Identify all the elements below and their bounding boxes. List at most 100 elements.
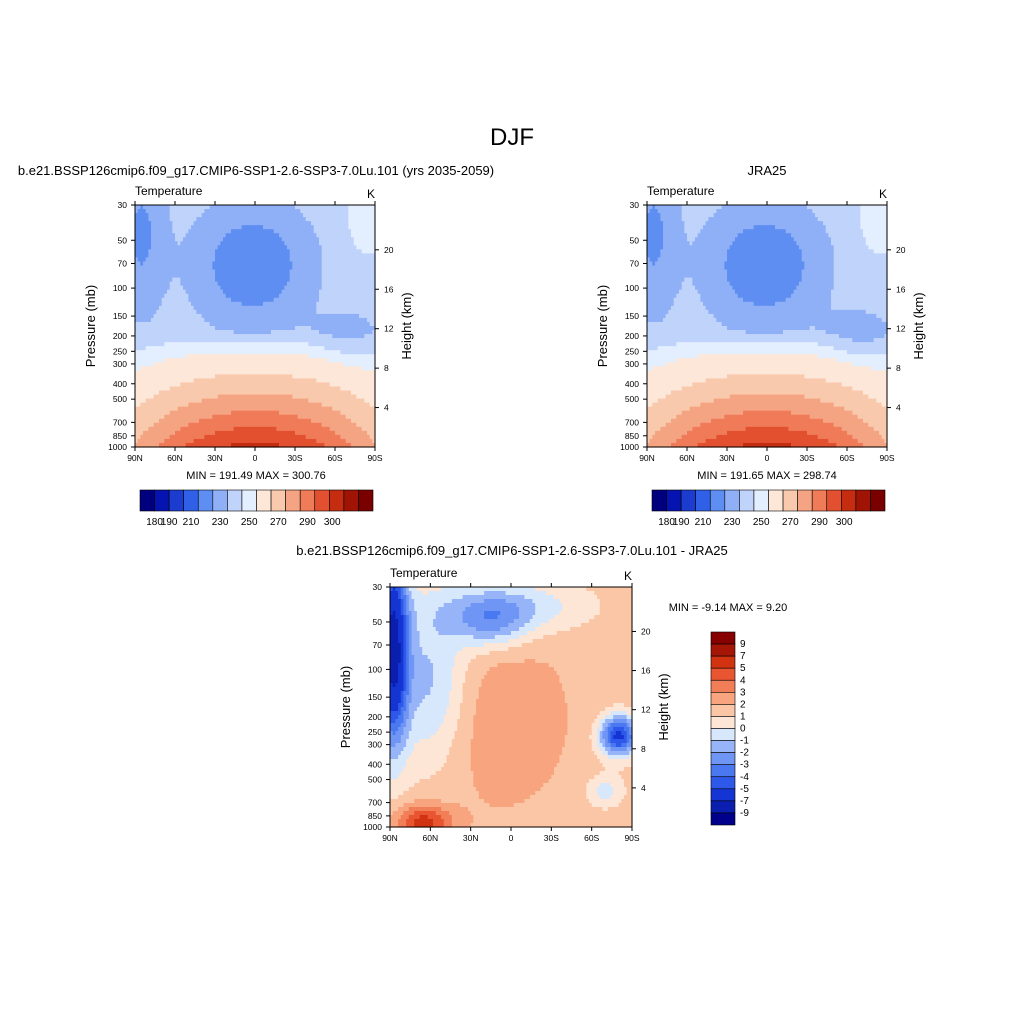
field-cell	[207, 374, 211, 380]
field-cell	[263, 386, 267, 392]
field-cell	[329, 233, 333, 238]
field-cell	[204, 213, 208, 218]
field-cell	[151, 249, 155, 254]
field-cell	[247, 265, 251, 271]
field-cell	[345, 374, 349, 380]
field-cell	[300, 305, 304, 311]
field-cell	[188, 309, 192, 315]
field-cell	[172, 277, 176, 283]
field-cell	[356, 382, 360, 388]
field-cell	[140, 281, 144, 287]
field-cell	[324, 237, 328, 242]
field-cell	[169, 418, 173, 424]
field-cell	[201, 269, 205, 275]
field-cell	[276, 354, 280, 359]
field-cell	[292, 358, 296, 363]
field-cell	[185, 217, 189, 222]
field-cell	[313, 289, 317, 295]
field-cell	[287, 321, 291, 327]
field-cell	[228, 313, 232, 319]
field-cell	[329, 358, 333, 363]
field-cell	[212, 410, 216, 416]
field-cell	[335, 257, 339, 263]
field-cell	[276, 257, 280, 263]
field-cell	[265, 297, 269, 303]
field-cell	[145, 313, 149, 319]
field-cell	[199, 297, 203, 303]
field-cell	[244, 281, 248, 287]
field-cell	[209, 277, 213, 283]
field-cell	[188, 237, 192, 242]
field-cell	[348, 221, 352, 226]
field-cell	[329, 414, 333, 420]
field-cell	[228, 422, 232, 428]
field-cell	[172, 301, 176, 307]
field-cell	[372, 386, 376, 392]
field-cell	[209, 209, 213, 214]
field-cell	[268, 293, 272, 299]
field-cell	[241, 309, 245, 315]
field-cell	[228, 229, 232, 234]
field-cell	[289, 317, 293, 323]
field-cell	[204, 313, 208, 319]
field-cell	[207, 261, 211, 267]
field-cell	[201, 277, 205, 283]
field-cell	[209, 378, 213, 384]
field-cell	[231, 301, 235, 307]
field-cell	[353, 305, 357, 311]
field-cell	[276, 414, 280, 420]
field-cell	[228, 309, 232, 315]
field-cell	[265, 326, 269, 331]
field-cell	[193, 354, 197, 359]
field-cell	[233, 374, 237, 380]
field-cell	[201, 414, 205, 420]
field-cell	[233, 321, 237, 327]
field-cell	[148, 366, 152, 371]
field-cell	[289, 378, 293, 384]
field-cell	[252, 370, 256, 375]
field-cell	[167, 225, 171, 230]
field-cell	[204, 414, 208, 420]
field-cell	[271, 297, 275, 303]
field-cell	[188, 418, 192, 424]
field-cell	[156, 253, 160, 259]
field-cell	[199, 358, 203, 363]
field-cell	[300, 390, 304, 396]
field-cell	[193, 317, 197, 323]
field-cell	[327, 422, 331, 428]
field-cell	[324, 386, 328, 392]
field-cell	[308, 225, 312, 230]
field-cell	[220, 305, 224, 311]
field-cell	[191, 229, 195, 234]
field-cell	[228, 418, 232, 424]
field-cell	[329, 418, 333, 424]
field-cell	[161, 321, 165, 327]
field-cell	[263, 330, 267, 335]
field-cell	[199, 398, 203, 404]
field-cell	[281, 305, 285, 311]
field-cell	[188, 346, 192, 351]
field-cell	[271, 225, 275, 230]
field-cell	[239, 346, 243, 351]
field-cell	[231, 205, 235, 210]
field-cell	[223, 269, 227, 275]
field-cell	[311, 394, 315, 400]
field-cell	[191, 233, 195, 238]
field-cell	[255, 265, 259, 271]
field-cell	[180, 281, 184, 287]
field-cell	[231, 414, 235, 420]
field-cell	[159, 217, 163, 222]
field-cell	[265, 370, 269, 375]
field-cell	[167, 362, 171, 367]
field-cell	[175, 313, 179, 319]
field-cell	[169, 402, 173, 408]
field-cell	[281, 285, 285, 291]
field-cell	[324, 370, 328, 375]
field-cell	[175, 273, 179, 279]
field-cell	[215, 245, 219, 250]
field-cell	[204, 418, 208, 424]
field-cell	[153, 426, 157, 432]
field-cell	[348, 378, 352, 384]
field-cell	[220, 217, 224, 222]
field-cell	[279, 205, 283, 210]
